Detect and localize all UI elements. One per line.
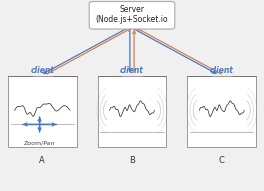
Text: B: B bbox=[129, 156, 135, 165]
FancyBboxPatch shape bbox=[187, 76, 256, 147]
Text: Server
(Node.js+Socket.io: Server (Node.js+Socket.io bbox=[96, 5, 168, 24]
FancyBboxPatch shape bbox=[98, 76, 166, 147]
Text: C: C bbox=[219, 156, 225, 165]
Text: Zoom/Pan: Zoom/Pan bbox=[24, 141, 55, 146]
FancyBboxPatch shape bbox=[8, 76, 77, 147]
FancyBboxPatch shape bbox=[89, 2, 175, 29]
Text: client: client bbox=[210, 66, 234, 75]
Text: client: client bbox=[30, 66, 54, 75]
Text: client: client bbox=[120, 66, 144, 75]
Text: A: A bbox=[39, 156, 45, 165]
